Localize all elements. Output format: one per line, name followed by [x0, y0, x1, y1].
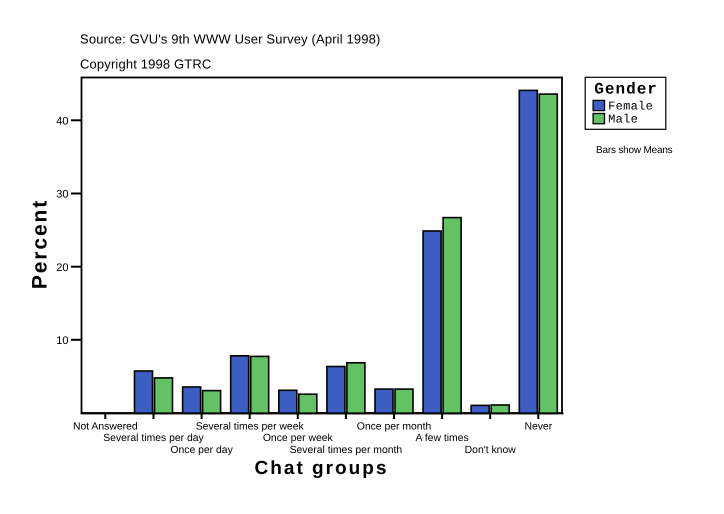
svg-text:30: 30 [56, 189, 68, 201]
svg-text:Female: Female [608, 99, 653, 113]
svg-text:Several times per day: Several times per day [103, 433, 204, 444]
svg-text:A few times: A few times [416, 433, 469, 444]
svg-text:Never: Never [524, 421, 552, 432]
svg-text:Once per week: Once per week [263, 433, 334, 444]
svg-text:Once per month: Once per month [357, 421, 432, 432]
svg-text:Percent: Percent [28, 199, 51, 289]
svg-text:20: 20 [56, 262, 68, 274]
svg-text:10: 10 [56, 335, 68, 347]
svg-text:Copyright 1998 GTRC: Copyright 1998 GTRC [80, 56, 211, 71]
svg-text:Don't know: Don't know [465, 445, 517, 456]
svg-text:Once per day: Once per day [170, 445, 233, 456]
svg-text:Gender: Gender [594, 81, 658, 99]
svg-text:40: 40 [56, 115, 68, 127]
svg-text:Several times per month: Several times per month [290, 445, 403, 456]
svg-text:Bars show Means: Bars show Means [596, 145, 673, 156]
svg-text:Several times per week: Several times per week [196, 421, 305, 432]
svg-text:Chat groups: Chat groups [255, 458, 389, 479]
svg-text:Source: GVU's 9th WWW User Sur: Source: GVU's 9th WWW User Survey (April… [80, 32, 381, 47]
svg-text:Male: Male [608, 112, 638, 126]
svg-text:Not Answered: Not Answered [73, 421, 138, 432]
